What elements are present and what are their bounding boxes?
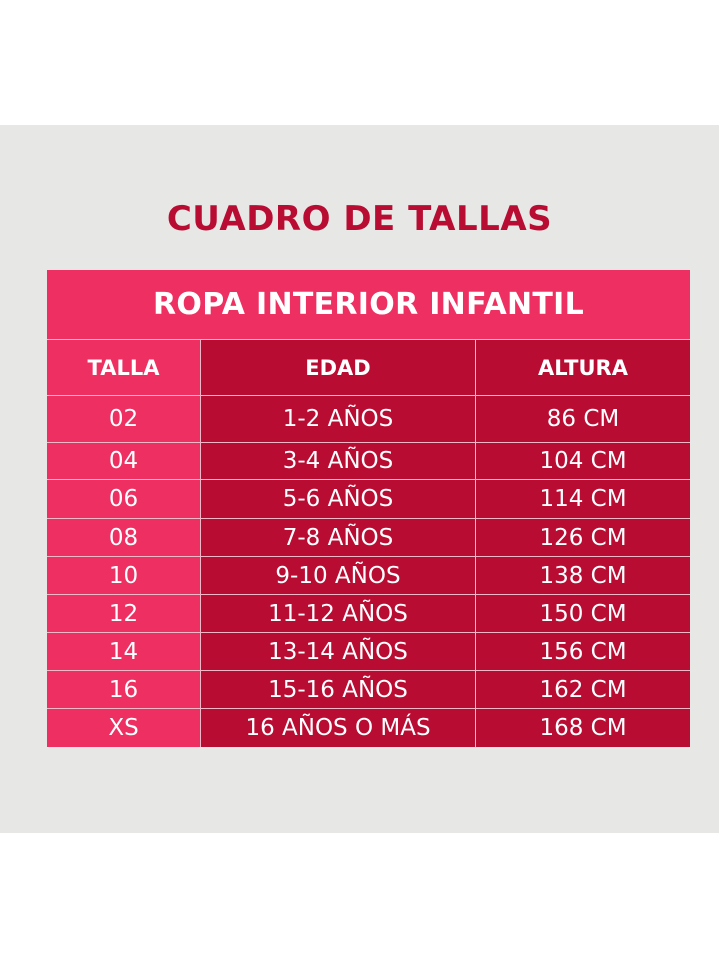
cell-altura: 168 CM [476, 709, 690, 747]
cell-edad: 11-12 AÑOS [201, 595, 476, 632]
cell-altura: 162 CM [476, 671, 690, 708]
table-row: 06 5-6 AÑOS 114 CM [47, 479, 690, 518]
cell-altura: 86 CM [476, 396, 690, 442]
cell-talla: 16 [47, 671, 201, 708]
cell-talla: 02 [47, 396, 201, 442]
cell-altura: 114 CM [476, 480, 690, 518]
table-row: 10 9-10 AÑOS 138 CM [47, 556, 690, 594]
cell-edad: 3-4 AÑOS [201, 443, 476, 479]
cell-talla: 12 [47, 595, 201, 632]
table-row: 02 1-2 AÑOS 86 CM [47, 395, 690, 442]
cell-altura: 104 CM [476, 443, 690, 479]
cell-edad: 5-6 AÑOS [201, 480, 476, 518]
header-talla: TALLA [47, 340, 201, 395]
cell-talla: 14 [47, 633, 201, 670]
table-row: 08 7-8 AÑOS 126 CM [47, 518, 690, 556]
header-altura: ALTURA [476, 340, 690, 395]
cell-edad: 9-10 AÑOS [201, 557, 476, 594]
cell-altura: 150 CM [476, 595, 690, 632]
cell-talla: 08 [47, 519, 201, 556]
cell-talla: 06 [47, 480, 201, 518]
table-header-row: TALLA EDAD ALTURA [47, 339, 690, 395]
table-row: 14 13-14 AÑOS 156 CM [47, 632, 690, 670]
cell-edad: 15-16 AÑOS [201, 671, 476, 708]
cell-talla: 04 [47, 443, 201, 479]
cell-altura: 138 CM [476, 557, 690, 594]
table-row: 12 11-12 AÑOS 150 CM [47, 594, 690, 632]
cell-talla: 10 [47, 557, 201, 594]
size-table: ROPA INTERIOR INFANTIL TALLA EDAD ALTURA… [47, 270, 690, 747]
cell-altura: 156 CM [476, 633, 690, 670]
table-subtitle: ROPA INTERIOR INFANTIL [47, 270, 690, 339]
page-title: CUADRO DE TALLAS [166, 199, 553, 239]
table-row: 16 15-16 AÑOS 162 CM [47, 670, 690, 708]
header-edad: EDAD [201, 340, 476, 395]
cell-edad: 1-2 AÑOS [201, 396, 476, 442]
table-row: 04 3-4 AÑOS 104 CM [47, 442, 690, 479]
cell-edad: 16 AÑOS O MÁS [201, 709, 476, 747]
table-row: XS 16 AÑOS O MÁS 168 CM [47, 708, 690, 747]
cell-edad: 13-14 AÑOS [201, 633, 476, 670]
cell-talla: XS [47, 709, 201, 747]
cell-edad: 7-8 AÑOS [201, 519, 476, 556]
cell-altura: 126 CM [476, 519, 690, 556]
